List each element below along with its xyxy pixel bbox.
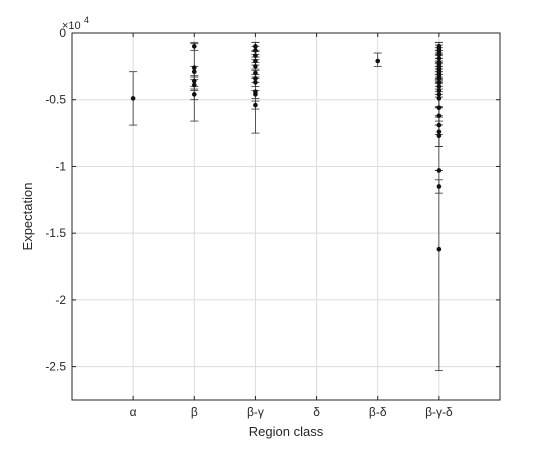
grid-layer [72, 32, 500, 400]
data-point [191, 92, 197, 97]
y-axis-exponent-power: 4 [84, 15, 89, 25]
error-bar-layer [129, 41, 443, 372]
data-point [191, 78, 197, 84]
data-point [253, 44, 258, 49]
data-point [191, 65, 197, 70]
data-point [253, 70, 258, 76]
y-tick-label: -1.5 [45, 226, 66, 240]
x-axis-label: Region class [249, 424, 324, 439]
data-point [436, 129, 442, 135]
data-point [436, 84, 442, 89]
x-tick-label: δ [313, 405, 320, 419]
y-axis-label: Expectation [20, 183, 35, 251]
y-tick-label: -0.5 [45, 93, 66, 107]
data-point [253, 80, 258, 85]
axes-frame [71, 32, 501, 401]
data-point [191, 69, 197, 75]
data-point [253, 92, 258, 97]
data-point [253, 64, 258, 69]
tick-layer: 0 -0.5 -1 -1.5 -2 -2.5 α β β-γ δ β-δ β-γ-δ [45, 26, 500, 419]
data-point [436, 105, 442, 111]
data-point [253, 76, 258, 81]
data-point [436, 122, 442, 128]
data-point-layer [130, 44, 442, 252]
data-point [436, 184, 442, 189]
data-point [436, 96, 442, 101]
data-point [436, 80, 442, 85]
y-tick-label: -2.5 [45, 360, 66, 374]
data-point [436, 92, 442, 97]
y-axis-exponent-base: ×10 [62, 20, 81, 32]
data-point [436, 168, 442, 173]
data-point [130, 96, 136, 101]
data-point [436, 246, 442, 252]
data-point [253, 48, 258, 53]
y-tick-label: -2 [55, 293, 66, 307]
x-tick-label: β [191, 405, 198, 419]
data-point [253, 53, 258, 58]
data-point [191, 44, 197, 49]
data-point [375, 58, 381, 64]
data-point [436, 113, 442, 119]
data-point [436, 88, 442, 93]
x-tick-label: β-γ [247, 405, 264, 419]
x-tick-label: β-δ [369, 405, 387, 419]
y-tick-label: 0 [59, 26, 66, 40]
data-point [191, 82, 197, 88]
x-tick-label: β-γ-δ [425, 405, 453, 419]
data-point [436, 76, 442, 81]
y-tick-label: -1 [55, 159, 66, 173]
data-point [436, 133, 442, 139]
data-point [436, 56, 442, 61]
x-tick-label: α [130, 405, 137, 419]
data-point [253, 102, 258, 108]
data-point [253, 58, 258, 64]
data-point [436, 52, 442, 57]
